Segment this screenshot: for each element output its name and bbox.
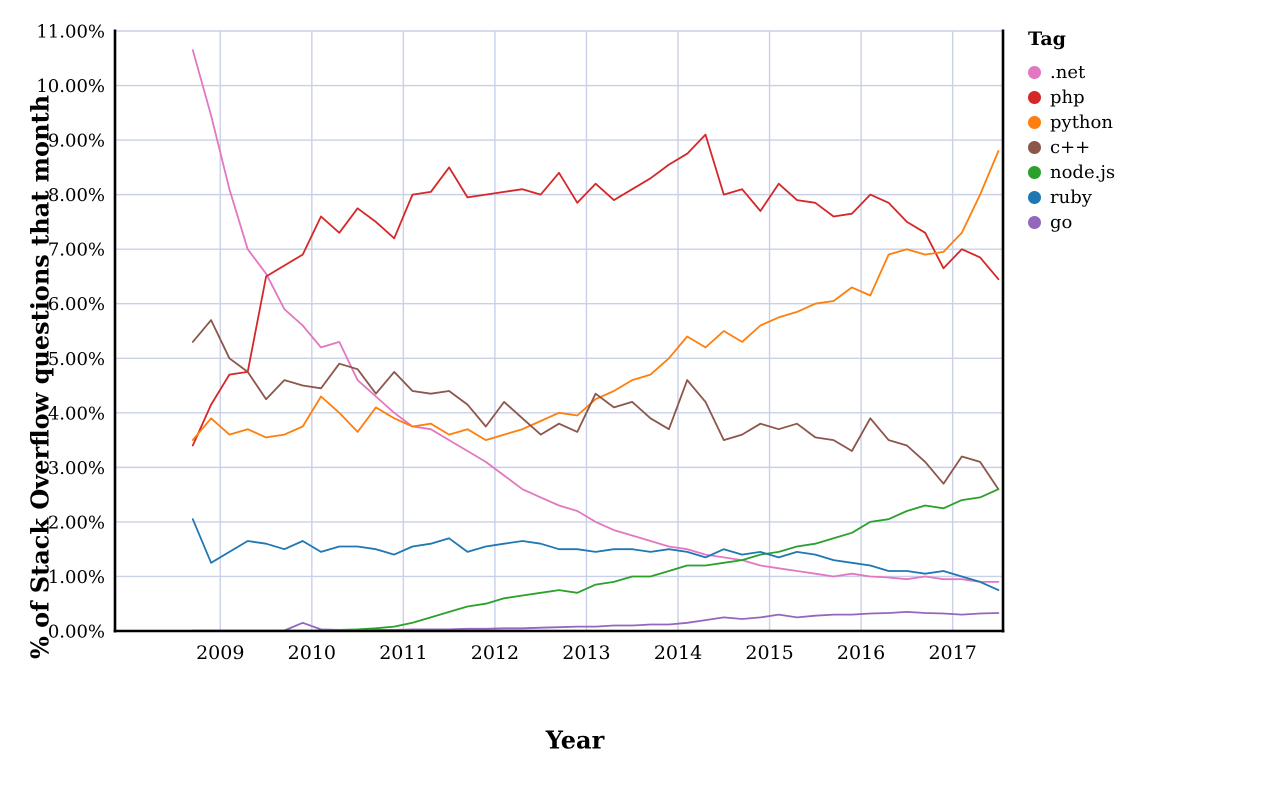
series-line-php [191,133,1000,447]
series-line-net [191,49,1000,583]
legend-item-label: go [1050,211,1073,233]
x-axis-title: Year [545,725,605,755]
y-tick-label: 4.00% [48,403,105,424]
y-tick-label: 0.00% [48,622,105,643]
legend-item-net: .net [1028,60,1115,85]
x-tick-label: 2011 [379,642,427,664]
legend-items: .net php python c++ node.js ruby go [1028,60,1115,235]
y-tick-label: 10.00% [36,76,105,97]
x-tick-label: 2014 [654,642,702,664]
tick-labels: 0.00% 1.00% 2.00% 3.00% 4.00% 5.00% 6.00% 7.00%… [36,22,976,665]
y-tick-label: 5.00% [48,349,105,370]
y-tick-label: 2.00% [48,512,105,533]
legend-item-node-js: node.js [1028,160,1115,185]
legend-item-python: python [1028,110,1115,135]
series-line-go [191,611,1000,632]
series-line-python [191,150,1000,442]
legend-item-go: go [1028,210,1115,235]
series-lines [191,49,1000,632]
y-tick-label: 3.00% [48,458,105,479]
y-tick-label: 11.00% [36,22,105,43]
legend-item-php: php [1028,85,1115,110]
y-tick-label: 9.00% [48,131,105,152]
legend-color-icon [1028,116,1041,129]
series-line-c [191,319,1000,491]
x-tick-label: 2013 [562,642,610,664]
legend-item-label: c++ [1050,136,1091,158]
legend-color-icon [1028,141,1041,154]
series-line-node-js [191,488,1000,632]
x-tick-label: 2017 [928,642,976,664]
y-tick-label: 8.00% [48,185,105,206]
axes [113,29,1005,633]
legend-item-ruby: ruby [1028,185,1115,210]
legend-color-icon [1028,216,1041,229]
x-tick-label: 2015 [745,642,793,664]
legend: Tag .net php python c++ node.js ruby go [1028,28,1115,235]
legend-item-label: ruby [1050,186,1092,208]
legend-item-label: node.js [1050,161,1116,183]
legend-color-icon [1028,91,1041,104]
x-tick-label: 2016 [837,642,885,664]
legend-color-icon [1028,66,1041,79]
legend-item-label: .net [1050,61,1086,83]
y-tick-label: 7.00% [48,240,105,261]
legend-color-icon [1028,191,1041,204]
legend-title: Tag [1028,28,1066,50]
legend-item-label: php [1050,86,1085,108]
x-tick-label: 2010 [288,642,336,664]
legend-item-label: python [1050,111,1113,133]
y-tick-label: 6.00% [48,294,105,315]
y-tick-label: 1.00% [48,567,105,588]
x-tick-label: 2012 [471,642,519,664]
x-tick-label: 2009 [196,642,244,664]
legend-color-icon [1028,166,1041,179]
y-axis-title: % of Stack Overflow questions that month [25,94,55,660]
legend-item-c: c++ [1028,135,1115,160]
series-line-ruby [191,518,1000,591]
